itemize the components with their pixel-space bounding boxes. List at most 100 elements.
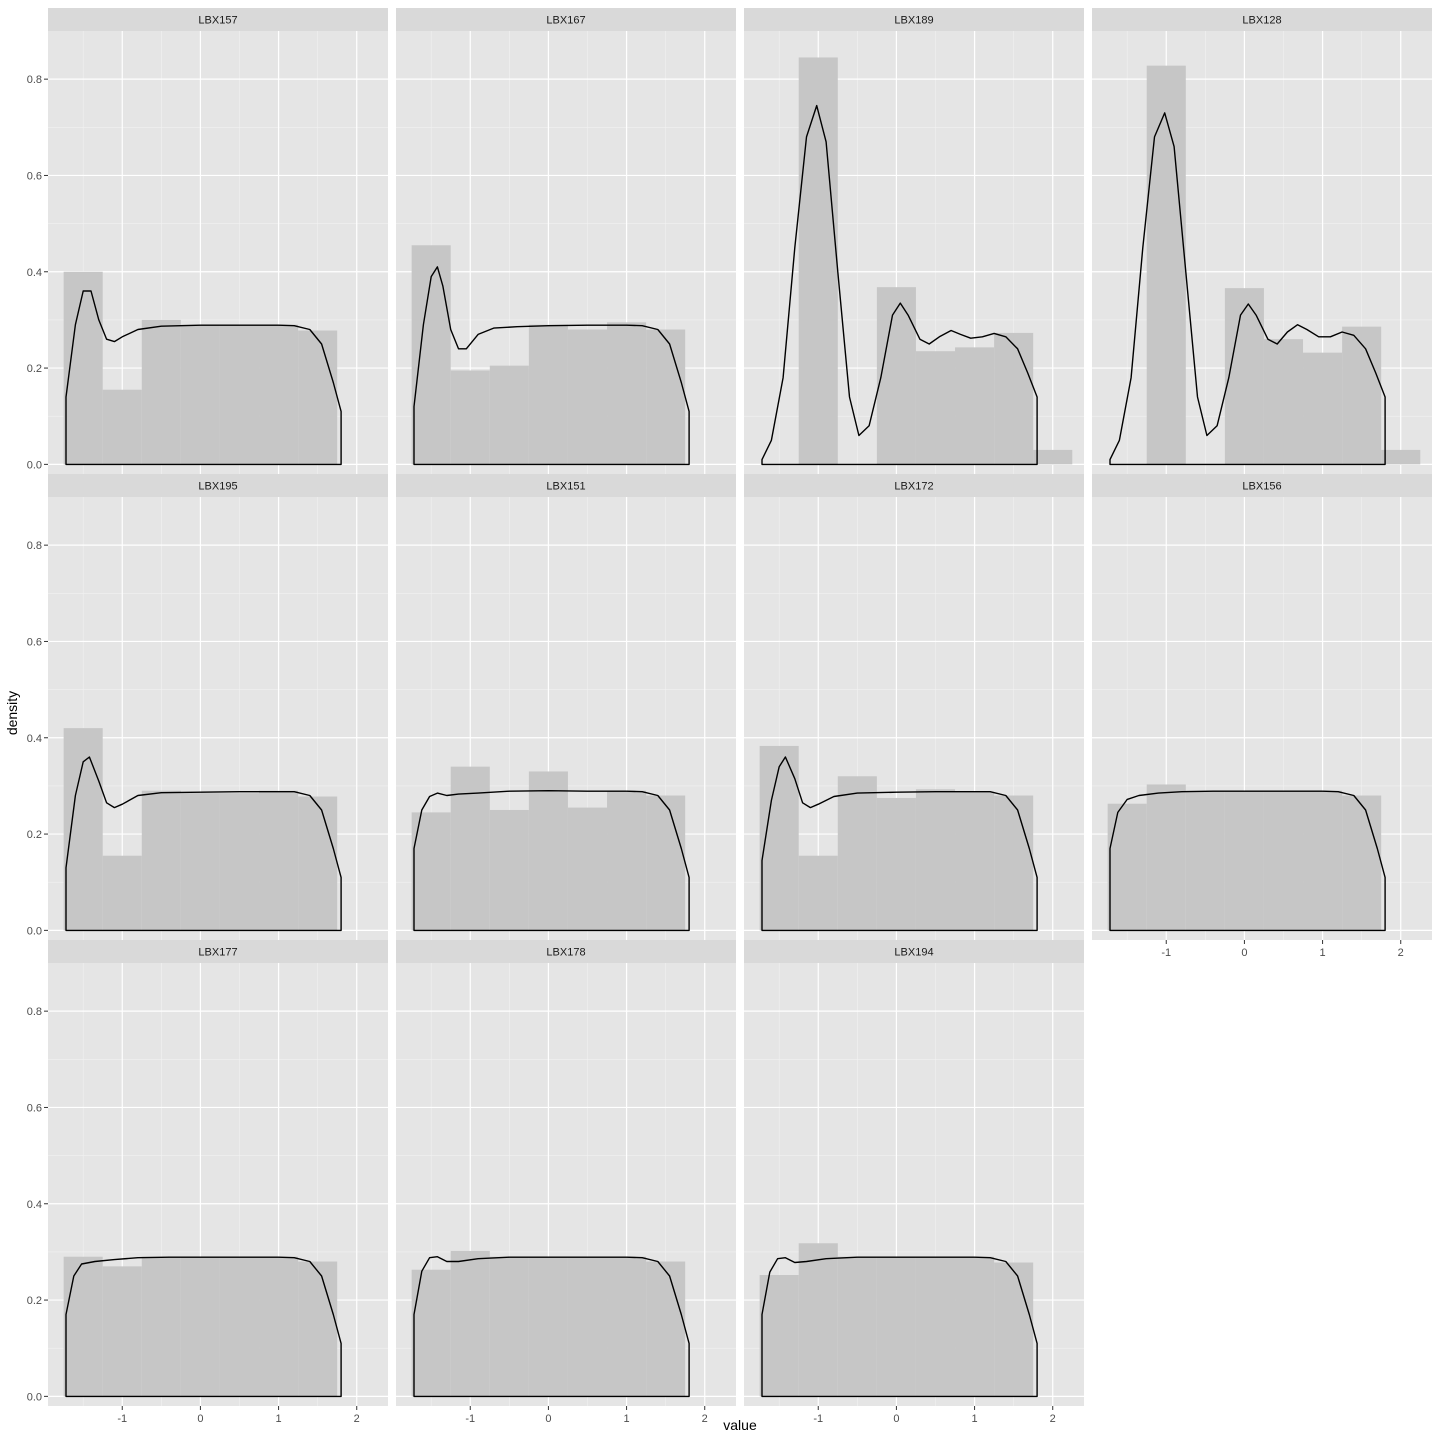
x-tick-label: 2 <box>1050 1413 1056 1425</box>
density-curve <box>761 1256 1038 1398</box>
histogram-bar <box>180 324 220 465</box>
x-tick-label: 2 <box>1398 947 1404 959</box>
x-tick-label: 0 <box>545 1413 551 1425</box>
histogram-bar <box>219 324 260 465</box>
facet-panels: LBX157 LBX167 LBX189 LBX128 LBX195 LBX151 LBX1… <box>48 8 1432 1406</box>
density-curve <box>1109 790 1386 932</box>
histogram-bar <box>141 790 181 931</box>
density-curve <box>65 1256 342 1398</box>
histogram-bar <box>411 812 451 931</box>
histogram-bar <box>1224 790 1264 931</box>
facet-strip <box>1092 474 1432 497</box>
y-tick-label: 0.0 <box>27 459 42 471</box>
x-tick-label: 0 <box>197 1413 203 1425</box>
histogram-bar <box>141 319 181 465</box>
facet-strip <box>48 940 388 963</box>
facet-strip-label: LBX151 <box>546 481 585 493</box>
histogram-bar <box>876 1256 916 1397</box>
histogram-bar <box>1107 803 1147 931</box>
y-tick-label: 0.0 <box>27 925 42 937</box>
histogram-bar <box>259 790 299 931</box>
histogram-bar <box>837 776 877 931</box>
facet-panel: LBX172 <box>744 474 1084 940</box>
facet-strip-label: LBX189 <box>894 15 933 27</box>
facet-strip <box>744 474 1084 497</box>
facet-strip <box>48 8 388 31</box>
facet-strip <box>48 474 388 497</box>
histogram-bar <box>528 771 568 931</box>
x-tick-label: -1 <box>813 1413 823 1425</box>
histogram-bar <box>259 324 299 465</box>
density-curve <box>761 104 1038 466</box>
x-tick-label: 0 <box>893 1413 899 1425</box>
histogram-bar <box>1146 65 1186 465</box>
histogram-bar <box>607 322 647 465</box>
histogram-bar <box>1185 790 1225 931</box>
x-tick-label: 0 <box>1241 947 1247 959</box>
x-tick-label: -1 <box>1161 947 1171 959</box>
histogram-bar <box>994 1262 1034 1397</box>
histogram-bar <box>411 245 451 465</box>
facet-strip-label: LBX156 <box>1242 481 1281 493</box>
histogram-bar <box>1342 326 1382 465</box>
density-curve <box>1109 112 1386 466</box>
facet-strip-label: LBX167 <box>546 15 585 27</box>
histogram-bar <box>994 795 1034 931</box>
histogram-bar <box>298 796 338 931</box>
facet-strip-label: LBX177 <box>198 947 237 959</box>
y-tick-label: 0.0 <box>27 1391 42 1403</box>
histogram-bar <box>180 793 220 931</box>
facet-strip-label: LBX128 <box>1242 15 1281 27</box>
histogram-bar <box>646 329 686 465</box>
histogram-bar <box>1263 790 1304 931</box>
histogram-bar <box>1303 352 1343 465</box>
y-tick-label: 0.4 <box>27 1199 42 1211</box>
facet-panel: LBX194 <box>744 940 1084 1406</box>
histogram-bar <box>798 57 838 465</box>
density-curve <box>413 790 690 932</box>
histogram-bar <box>141 1256 181 1397</box>
density-curve <box>413 266 690 466</box>
histogram-bar <box>1263 339 1304 465</box>
y-tick-label: 0.8 <box>27 540 42 552</box>
x-tick-label: 2 <box>702 1413 708 1425</box>
histogram-bar <box>411 1269 451 1397</box>
x-tick-label: 2 <box>354 1413 360 1425</box>
histogram-bar <box>646 1261 686 1397</box>
density-curve <box>65 290 342 466</box>
histogram-bar <box>646 795 686 931</box>
histogram-bar <box>298 1261 338 1397</box>
y-tick-label: 0.6 <box>27 636 42 648</box>
facet-panel: LBX151 <box>396 474 736 940</box>
facet-strip <box>396 940 736 963</box>
facet-strip-label: LBX172 <box>894 481 933 493</box>
histogram-bar <box>955 791 995 931</box>
histogram-bar <box>1342 795 1382 931</box>
y-tick-label: 0.2 <box>27 363 42 375</box>
density-curve <box>65 756 342 932</box>
y-tick-label: 0.2 <box>27 1295 42 1307</box>
histogram-bar <box>450 766 490 931</box>
y-axis-title: density <box>4 691 20 735</box>
density-curve <box>413 1256 690 1398</box>
histogram-bar <box>298 330 338 465</box>
histogram-bar <box>567 807 608 931</box>
histogram-bar <box>219 793 260 931</box>
histogram-bar <box>180 1256 220 1397</box>
histogram-bar <box>489 1256 529 1397</box>
facet-panel: LBX189 <box>744 8 1084 474</box>
x-tick-label: -1 <box>117 1413 127 1425</box>
histogram-bar <box>567 329 608 465</box>
histogram-bar <box>102 389 142 465</box>
y-tick-label: 0.8 <box>27 74 42 86</box>
histogram-bar <box>1224 288 1264 465</box>
histogram-bar <box>450 370 490 465</box>
facet-strip <box>1092 8 1432 31</box>
y-axes: 0.0 0.2 0.4 0.6 0.8 0.0 0.2 0.4 0.6 0.8 0.0 0.2 0.4 0… <box>27 74 48 1403</box>
histogram-bar <box>915 1256 956 1397</box>
y-tick-label: 0.6 <box>27 170 42 182</box>
x-tick-label: 1 <box>972 1413 978 1425</box>
facet-panel: LBX156 <box>1092 474 1432 940</box>
histogram-bar <box>450 1250 490 1397</box>
